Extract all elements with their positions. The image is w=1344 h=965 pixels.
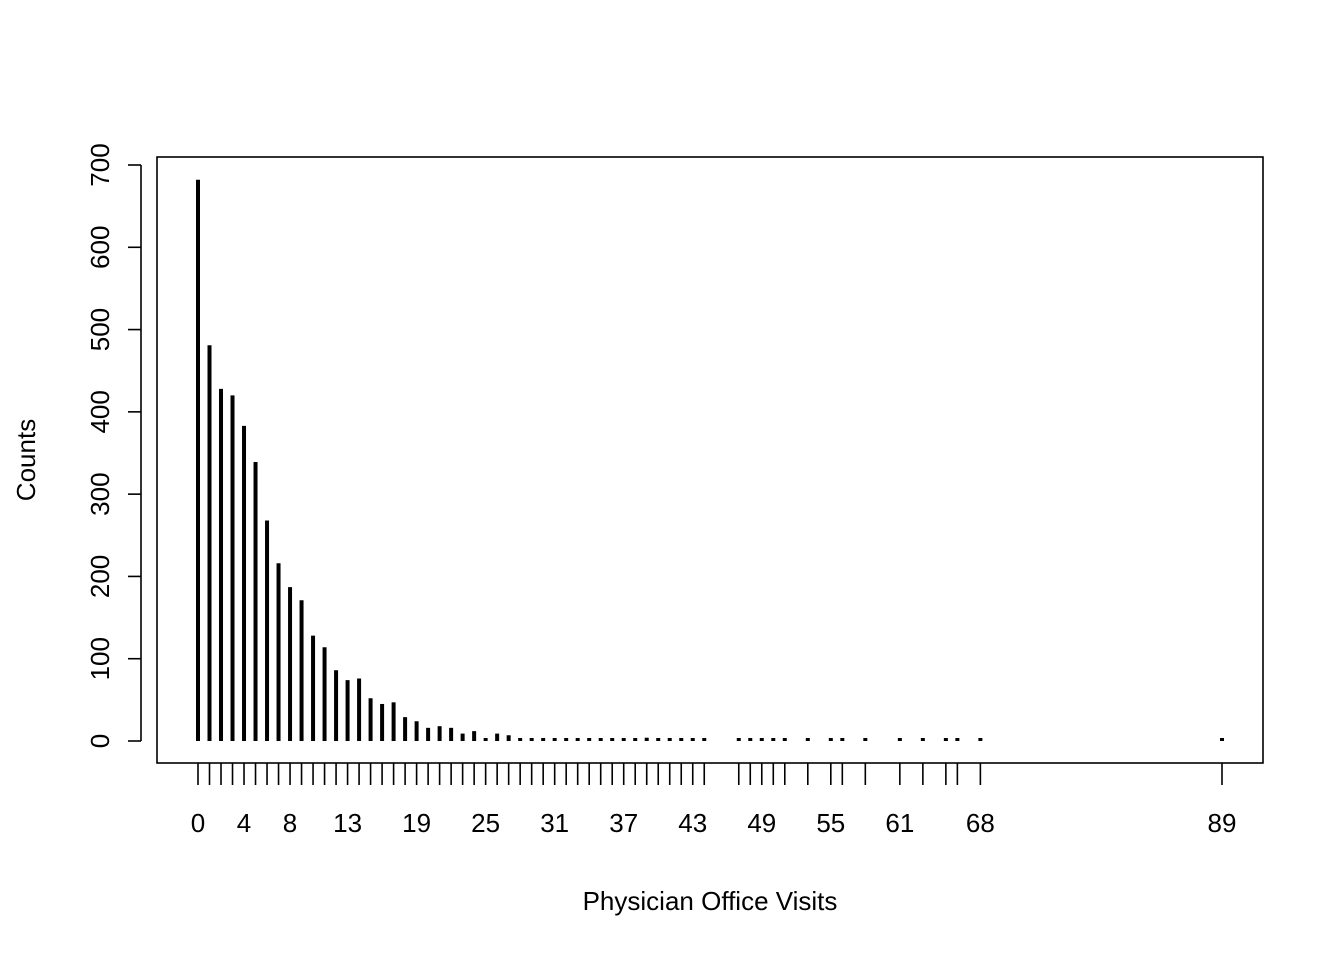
plot-frame [156, 156, 1264, 764]
y-axis: 0 100 200 300 400 500 600 700 [85, 143, 142, 748]
y-tick-label: 0 [85, 734, 115, 748]
y-tick-label: 500 [85, 308, 115, 351]
y-tick-label: 300 [85, 472, 115, 515]
x-tick-label: 25 [471, 808, 500, 838]
x-tick-label: 49 [747, 808, 776, 838]
x-tick-label: 0 [191, 808, 205, 838]
y-axis-title: Counts [11, 419, 41, 501]
x-tick-label: 4 [237, 808, 251, 838]
x-axis-title: Physician Office Visits [583, 886, 838, 916]
x-tick-label: 89 [1208, 808, 1237, 838]
x-axis: 0 4 8 13 19 25 31 37 43 49 55 61 68 89 [191, 763, 1237, 838]
x-tick-label: 55 [816, 808, 845, 838]
y-tick-label: 600 [85, 226, 115, 269]
y-tick-label: 400 [85, 390, 115, 433]
bars [196, 179, 1224, 741]
y-tick-label: 700 [85, 143, 115, 186]
x-tick-label: 68 [966, 808, 995, 838]
x-tick-label: 31 [540, 808, 569, 838]
x-tick-label: 37 [609, 808, 638, 838]
x-tick-label: 61 [885, 808, 914, 838]
x-tick-label: 43 [678, 808, 707, 838]
y-tick-label: 200 [85, 555, 115, 598]
x-tick-label: 13 [333, 808, 362, 838]
y-tick-label: 100 [85, 637, 115, 680]
x-tick-label: 8 [283, 808, 297, 838]
x-tick-label: 19 [402, 808, 431, 838]
